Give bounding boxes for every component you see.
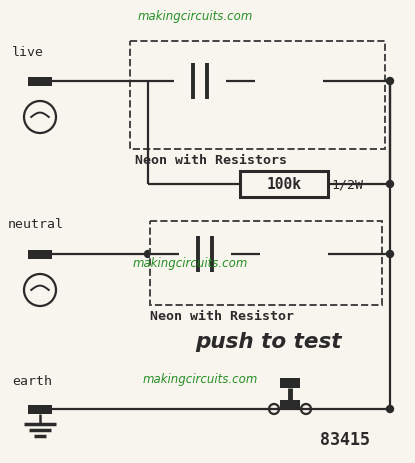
Text: live: live bbox=[12, 45, 44, 58]
Bar bbox=[28, 250, 52, 259]
Text: 83415: 83415 bbox=[320, 430, 370, 448]
Bar bbox=[280, 400, 300, 410]
Text: 100k: 100k bbox=[266, 177, 302, 192]
Circle shape bbox=[24, 102, 56, 134]
Bar bbox=[280, 378, 300, 388]
Circle shape bbox=[386, 251, 393, 258]
Circle shape bbox=[386, 181, 393, 188]
Text: push to test: push to test bbox=[195, 332, 341, 351]
Bar bbox=[28, 77, 52, 86]
Circle shape bbox=[187, 73, 193, 79]
Text: 1/2W: 1/2W bbox=[331, 178, 363, 191]
Circle shape bbox=[386, 78, 393, 85]
Circle shape bbox=[386, 406, 393, 413]
Text: makingcircuits.com: makingcircuits.com bbox=[132, 257, 248, 269]
Circle shape bbox=[179, 229, 231, 281]
Circle shape bbox=[269, 404, 279, 414]
Text: Neon with Resistors: Neon with Resistors bbox=[135, 154, 287, 167]
Text: neutral: neutral bbox=[8, 218, 64, 231]
Text: makingcircuits.com: makingcircuits.com bbox=[142, 372, 258, 385]
Circle shape bbox=[301, 404, 311, 414]
Bar bbox=[130, 42, 385, 150]
Circle shape bbox=[192, 245, 198, 251]
Text: Neon with Resistor: Neon with Resistor bbox=[150, 309, 294, 322]
Bar bbox=[150, 221, 382, 305]
Circle shape bbox=[24, 275, 56, 307]
Text: earth: earth bbox=[12, 375, 52, 388]
Bar bbox=[255, 64, 323, 100]
Circle shape bbox=[144, 251, 151, 258]
Bar bbox=[260, 238, 328, 271]
Circle shape bbox=[144, 78, 151, 85]
Text: makingcircuits.com: makingcircuits.com bbox=[137, 10, 253, 23]
Bar bbox=[28, 405, 52, 413]
Circle shape bbox=[174, 56, 226, 108]
Bar bbox=[240, 172, 328, 198]
